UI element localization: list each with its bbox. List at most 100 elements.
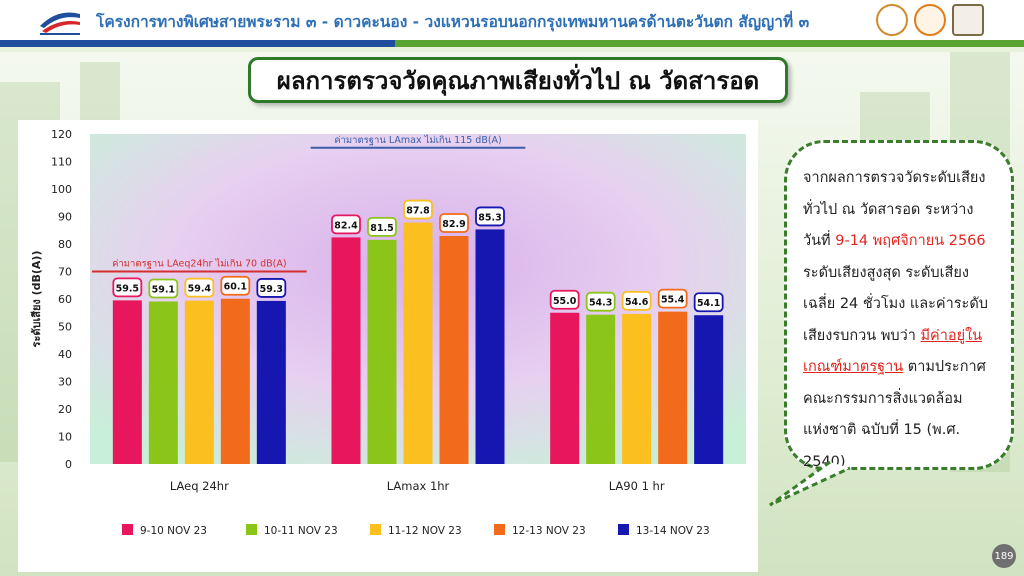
- data-label: 85.3: [478, 212, 501, 223]
- data-label: 60.1: [224, 282, 247, 293]
- callout-line: เกณฑ์มาตรฐาน ตามประกาศ: [803, 352, 1001, 384]
- expressway-logo: [40, 12, 80, 35]
- callout-span: ตามประกาศ: [903, 359, 986, 375]
- data-label-box: [621, 290, 652, 311]
- brand-logos: [876, 3, 984, 37]
- data-label: 59.3: [260, 284, 283, 295]
- data-label: 54.1: [697, 298, 720, 309]
- bars-group: 59.5 59.1 59.4 60.1 59.3 82.4 81.5 87.8 82.9 85.3…: [112, 199, 724, 464]
- y-tick-label: 90: [58, 211, 72, 224]
- x-axis: LAeq 24hr LAmax 1hr LA90 1 hr: [170, 479, 665, 493]
- callout-line: เฉลี่ย 24 ชั่วโมง และค่าระดับ: [803, 296, 988, 312]
- bar: [367, 239, 397, 464]
- callout-line: คณะกรรมการสิ่งแวดล้อม: [803, 390, 963, 407]
- y-axis: 0 10 20 30 40 50 60 70 80 90 100 110 120: [51, 128, 72, 471]
- header-bar-green: [395, 40, 1024, 47]
- y-tick-label: 10: [58, 431, 72, 444]
- callout-text: จากผลการตรวจวัดระดับเสียง ทั่วไป ณ วัดสา…: [803, 163, 1001, 478]
- callout-highlight: เกณฑ์มาตรฐาน: [803, 359, 904, 375]
- data-label-box: [148, 278, 179, 299]
- y-tick-label: 20: [58, 403, 72, 416]
- data-label-box: [585, 291, 616, 312]
- x-tick-label: LAeq 24hr: [170, 479, 229, 493]
- x-tick-label: LAmax 1hr: [387, 479, 450, 493]
- data-label-box: [693, 292, 724, 313]
- seal-logo: [952, 4, 984, 36]
- header-bar-blue: [0, 40, 395, 47]
- bar: [586, 314, 616, 464]
- legend-swatch: [494, 524, 505, 535]
- y-axis-label: ระดับเสียง (dB(A)): [30, 251, 43, 348]
- callout-box: จากผลการตรวจวัดระดับเสียง ทั่วไป ณ วัดสา…: [784, 140, 1014, 470]
- data-label-box: [657, 288, 688, 309]
- data-label: 55.4: [661, 295, 685, 306]
- data-label: 59.5: [116, 283, 139, 294]
- header: โครงการทางพิเศษสายพระราม ๓ - ดาวคะนอง - …: [0, 0, 1024, 40]
- legend-swatch: [122, 524, 133, 535]
- legend-label: 9-10 NOV 23: [140, 525, 207, 537]
- legend-swatch: [618, 524, 629, 535]
- data-label-box: [331, 214, 361, 235]
- data-label-box: [184, 277, 215, 298]
- bar: [184, 300, 214, 464]
- callout-line: วันที่ 9-14 พฤศจิกายน 2566: [803, 226, 1001, 258]
- data-label-box: [439, 213, 469, 233]
- team-logo: [876, 4, 908, 36]
- legend-swatch: [246, 524, 257, 535]
- bar: [256, 300, 286, 464]
- x-tick-label: LA90 1 hr: [609, 479, 665, 493]
- bar: [658, 311, 688, 464]
- bar: [220, 298, 250, 464]
- data-label-box: [475, 206, 505, 227]
- y-tick-label: 30: [58, 376, 72, 389]
- page-number: 189: [992, 544, 1016, 568]
- standards-group: ค่ามาตรฐาน LAeq24hr ไม่เกิน 70 dB(A) ค่าม…: [92, 134, 526, 273]
- data-label-box: [549, 289, 580, 310]
- y-tick-label: 100: [51, 183, 72, 196]
- data-label: 54.3: [589, 298, 612, 309]
- data-label: 55.0: [553, 296, 577, 307]
- y-tick-label: 40: [58, 348, 72, 361]
- bar: [550, 312, 580, 464]
- callout-date-range: 9-14 พฤศจิกายน 2566: [835, 233, 986, 249]
- standard-label: ค่ามาตรฐาน LAeq24hr ไม่เกิน 70 dB(A): [112, 258, 287, 270]
- callout-tail-shape: [769, 460, 851, 507]
- data-label: 59.1: [152, 284, 175, 295]
- standard-label: ค่ามาตรฐาน LAmax ไม่เกิน 115 dB(A): [334, 134, 502, 146]
- data-label-box: [403, 199, 433, 220]
- data-label: 59.4: [188, 284, 212, 295]
- data-label: 87.8: [406, 206, 430, 217]
- bar: [622, 313, 652, 464]
- callout-highlight: มีค่าอยู่ใน: [920, 327, 983, 344]
- legend-label: 12-13 NOV 23: [512, 525, 586, 537]
- legend-label: 11-12 NOV 23: [388, 525, 462, 537]
- legend-label: 13-14 NOV 23: [636, 525, 710, 537]
- it-logo: [914, 4, 946, 36]
- y-tick-label: 80: [58, 238, 72, 251]
- y-tick-label: 0: [65, 458, 72, 471]
- bar: [475, 229, 505, 464]
- bar: [112, 300, 142, 464]
- bar: [694, 315, 724, 464]
- data-label-box: [220, 275, 251, 296]
- data-label-box: [112, 277, 143, 298]
- y-tick-label: 120: [51, 128, 72, 141]
- data-label-box: [367, 216, 397, 237]
- page-subtitle: ผลการตรวจวัดคุณภาพเสียงทั่วไป ณ วัดสารอด: [276, 66, 760, 95]
- y-tick-label: 110: [51, 156, 72, 169]
- y-tick-label: 60: [58, 293, 72, 306]
- data-label: 54.6: [625, 297, 649, 308]
- callout-span: วันที่: [803, 233, 836, 249]
- data-label: 82.9: [442, 219, 465, 230]
- header-title: โครงการทางพิเศษสายพระราม ๓ - ดาวคะนอง - …: [96, 13, 810, 31]
- callout-span: เสียงรบกวน พบว่า: [803, 327, 921, 344]
- callout-line: แห่งชาติ ฉบับที่ 15 (พ.ศ.: [803, 422, 961, 438]
- data-label-box: [256, 278, 287, 298]
- callout-line: เสียงรบกวน พบว่า มีค่าอยู่ใน: [803, 321, 1001, 353]
- legend-swatch: [370, 524, 381, 535]
- callout-line: จากผลการตรวจวัดระดับเสียง: [803, 170, 986, 186]
- legend-label: 10-11 NOV 23: [264, 525, 338, 537]
- y-tick-label: 70: [58, 266, 72, 279]
